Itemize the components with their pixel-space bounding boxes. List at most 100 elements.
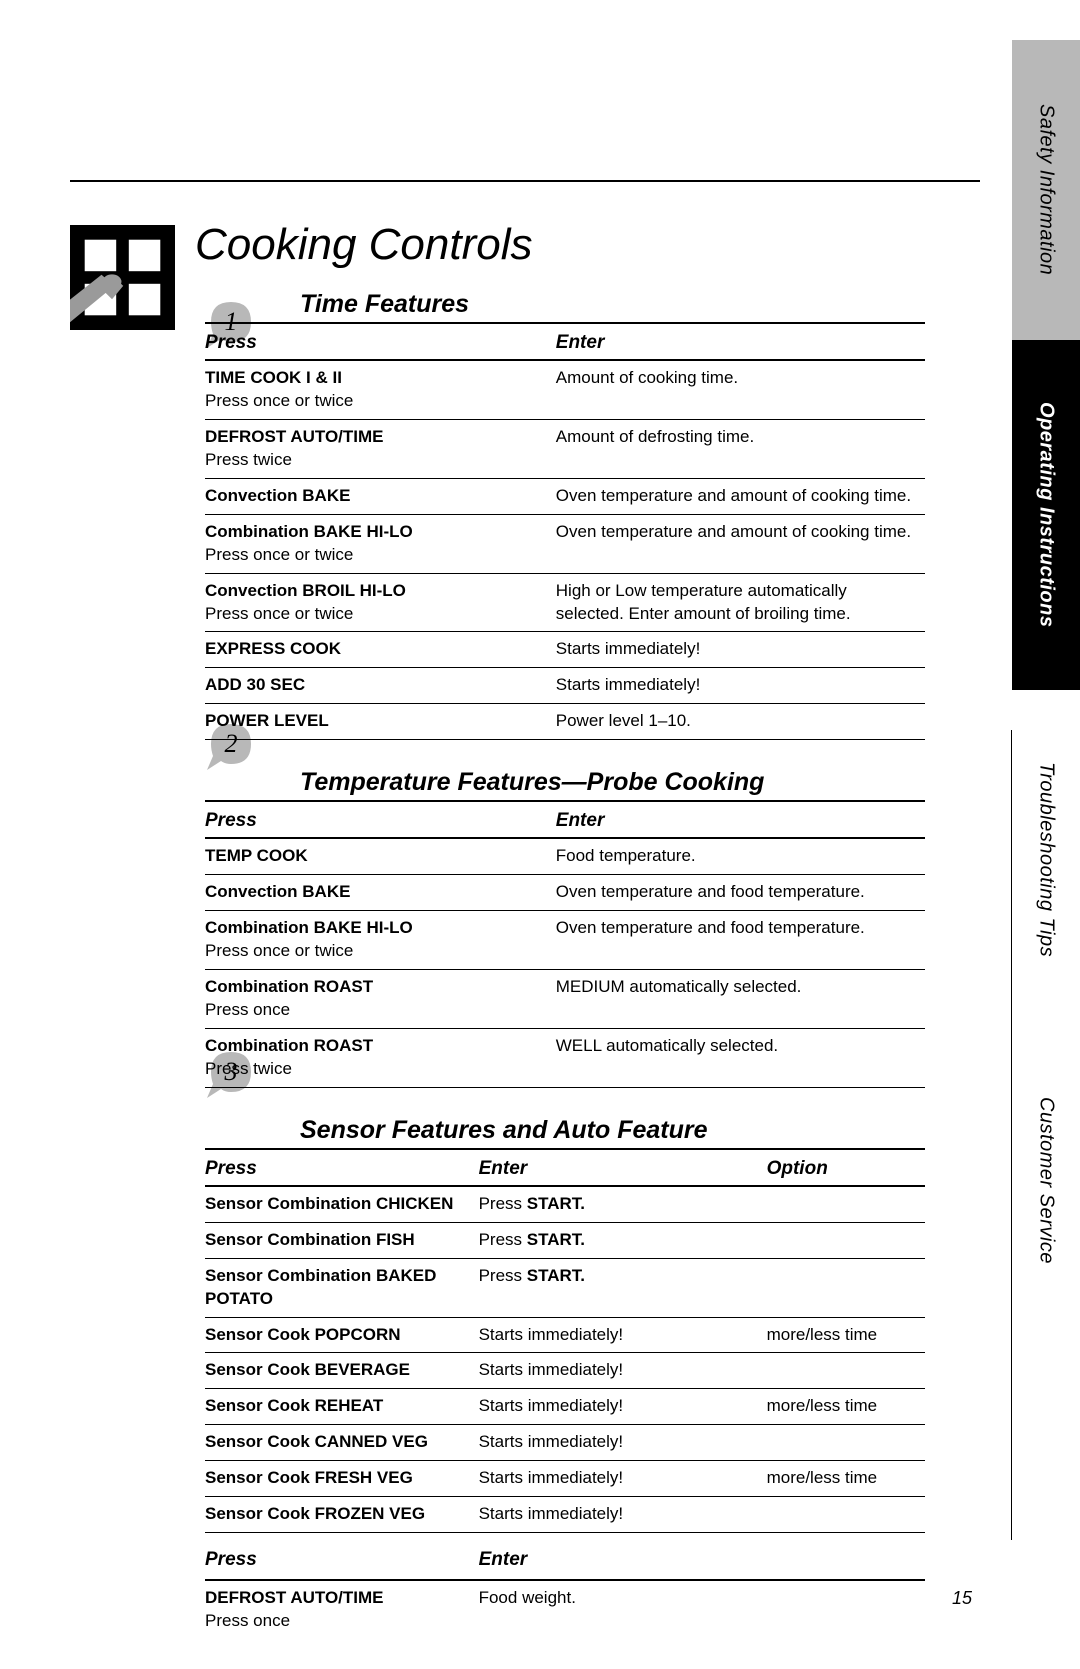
enter-bold: START. xyxy=(527,1194,585,1213)
side-tabs: Safety Information Operating Instruction… xyxy=(1012,40,1080,1330)
enter-text: Starts immediately! xyxy=(479,1360,624,1379)
enter-cell: Press START. xyxy=(479,1186,767,1222)
enter-cell: Food weight. xyxy=(479,1580,925,1639)
enter-cell: High or Low temperature automatically se… xyxy=(556,573,925,632)
press-label: Convection BROIL HI-LO xyxy=(205,581,406,600)
press-sublabel: Press once or twice xyxy=(205,603,550,626)
manual-page: Safety Information Operating Instruction… xyxy=(0,0,1080,1669)
press-cell: Sensor Combination FISH xyxy=(205,1222,479,1258)
table-time-features: Press Enter TIME COOK I & IIPress once o… xyxy=(205,328,925,740)
table-row: Combination ROASTPress twiceWELL automat… xyxy=(205,1028,925,1087)
enter-cell: WELL automatically selected. xyxy=(556,1028,925,1087)
table-row: Sensor Cook FRESH VEGStarts immediately!… xyxy=(205,1461,925,1497)
enter-cell: Starts immediately! xyxy=(479,1425,767,1461)
press-label: Convection BAKE xyxy=(205,882,350,901)
table-row: Combination ROASTPress onceMEDIUM automa… xyxy=(205,970,925,1029)
top-rule xyxy=(70,180,980,182)
section-temp-features: Temperature Features—Probe Cooking Press… xyxy=(205,768,925,1088)
section-2-title: Temperature Features—Probe Cooking xyxy=(205,768,925,797)
press-cell: Sensor Cook REHEAT xyxy=(205,1389,479,1425)
tab-troubleshooting[interactable]: Troubleshooting Tips xyxy=(1012,690,1080,1030)
tab-customer[interactable]: Customer Service xyxy=(1012,1030,1080,1330)
press-label: Combination ROAST xyxy=(205,1036,373,1055)
option-cell xyxy=(767,1497,925,1533)
press-cell: POWER LEVEL xyxy=(205,704,556,740)
enter-cell: Oven temperature and food temperature. xyxy=(556,875,925,911)
enter-cell: Oven temperature and food temperature. xyxy=(556,911,925,970)
press-cell: Sensor Combination CHICKEN xyxy=(205,1186,479,1222)
enter-text: Starts immediately! xyxy=(479,1504,624,1523)
option-cell: more/less time xyxy=(767,1317,925,1353)
enter-cell: Oven temperature and amount of cooking t… xyxy=(556,514,925,573)
section-1-title: Time Features xyxy=(205,290,925,319)
press-cell: Sensor Cook POPCORN xyxy=(205,1317,479,1353)
enter-text: Press xyxy=(479,1266,527,1285)
option-cell xyxy=(767,1425,925,1461)
press-cell: Sensor Cook CANNED VEG xyxy=(205,1425,479,1461)
enter-text: Starts immediately! xyxy=(479,1396,624,1415)
press-label: Sensor Cook REHEAT xyxy=(205,1396,383,1415)
table-row: DEFROST AUTO/TIME Press once Food weight. xyxy=(205,1580,925,1639)
press-sublabel: Press once or twice xyxy=(205,390,550,413)
press-cell: Combination BAKE HI-LOPress once or twic… xyxy=(205,514,556,573)
s3-head-enter: Enter xyxy=(479,1154,767,1186)
press-label: Sensor Cook CANNED VEG xyxy=(205,1432,428,1451)
tab-operating[interactable]: Operating Instructions xyxy=(1012,340,1080,690)
content-area: Time Features Press Enter TIME COOK I & … xyxy=(205,290,925,1667)
press-label: ADD 30 SEC xyxy=(205,675,305,694)
controls-icon xyxy=(70,225,175,330)
enter-cell: Starts immediately! xyxy=(556,632,925,668)
enter-text: Starts immediately! xyxy=(479,1325,624,1344)
press-cell: Sensor Combination BAKED POTATO xyxy=(205,1258,479,1317)
press-cell: Sensor Cook FROZEN VEG xyxy=(205,1497,479,1533)
press-cell: TEMP COOK xyxy=(205,838,556,874)
press-sublabel: Press once xyxy=(205,1610,473,1633)
option-cell: more/less time xyxy=(767,1461,925,1497)
table-row: TIME COOK I & II Press once or twice Amoun… xyxy=(205,360,925,419)
press-cell: Combination BAKE HI-LOPress once or twic… xyxy=(205,911,556,970)
enter-cell: Food temperature. xyxy=(556,838,925,874)
press-label: Combination BAKE HI-LO xyxy=(205,522,413,541)
press-label: DEFROST AUTO/TIME xyxy=(205,1588,384,1607)
press-cell: Convection BAKE xyxy=(205,478,556,514)
press-label: TIME COOK I & II xyxy=(205,368,342,387)
table-row: Convection BAKEOven temperature and amou… xyxy=(205,478,925,514)
table-row: Combination BAKE HI-LOPress once or twic… xyxy=(205,911,925,970)
enter-cell: Amount of cooking time. xyxy=(556,360,925,419)
enter-cell: Press START. xyxy=(479,1258,767,1317)
table-row: Sensor Combination CHICKEN Press START. xyxy=(205,1186,925,1222)
press-cell: Sensor Cook BEVERAGE xyxy=(205,1353,479,1389)
option-cell xyxy=(767,1186,925,1222)
press-cell: EXPRESS COOK xyxy=(205,632,556,668)
s1-head-press: Press xyxy=(205,328,556,360)
table-row: Sensor Cook CANNED VEG Starts immediately… xyxy=(205,1425,925,1461)
enter-cell: Starts immediately! xyxy=(479,1389,767,1425)
press-label: Sensor Combination CHICKEN xyxy=(205,1194,453,1213)
enter-cell: Starts immediately! xyxy=(479,1317,767,1353)
page-title: Cooking Controls xyxy=(195,220,533,270)
press-label: DEFROST AUTO/TIME xyxy=(205,427,384,446)
enter-cell: Starts immediately! xyxy=(556,668,925,704)
press-label: Sensor Combination FISH xyxy=(205,1230,415,1249)
section-sensor-features: Sensor Features and Auto Feature Press E… xyxy=(205,1116,925,1639)
press-cell: Convection BROIL HI-LO Press once or twic… xyxy=(205,573,556,632)
section-time-features: Time Features Press Enter TIME COOK I & … xyxy=(205,290,925,740)
press-label: EXPRESS COOK xyxy=(205,639,341,658)
enter-bold: START. xyxy=(527,1230,585,1249)
enter-text: Press xyxy=(479,1194,527,1213)
table-row: Sensor Cook POPCORNStarts immediately! mo… xyxy=(205,1317,925,1353)
option-cell xyxy=(767,1222,925,1258)
press-label: Combination BAKE HI-LO xyxy=(205,918,413,937)
sub-header-row: PressEnter xyxy=(205,1533,925,1580)
press-label: Convection BAKE xyxy=(205,486,350,505)
press-label: Sensor Combination BAKED POTATO xyxy=(205,1266,436,1308)
press-cell: Combination ROASTPress twice xyxy=(205,1028,556,1087)
press-label: TEMP COOK xyxy=(205,846,308,865)
enter-cell: Press START. xyxy=(479,1222,767,1258)
table-row: Convection BROIL HI-LO Press once or twic… xyxy=(205,573,925,632)
press-label: POWER LEVEL xyxy=(205,711,329,730)
press-cell: TIME COOK I & II Press once or twice xyxy=(205,360,556,419)
press-cell: DEFROST AUTO/TIME Press once xyxy=(205,1580,479,1639)
table-row: Convection BAKE Oven temperature and food… xyxy=(205,875,925,911)
tab-safety[interactable]: Safety Information xyxy=(1012,40,1080,340)
